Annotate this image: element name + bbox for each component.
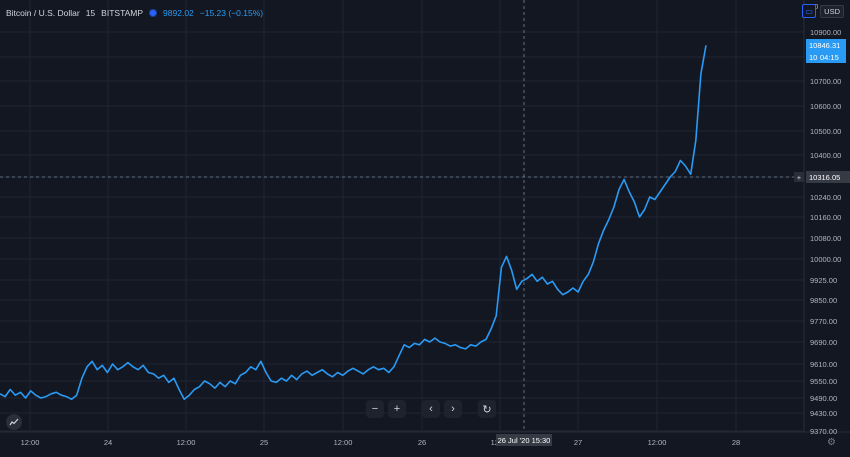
x-tick-label: 12:00 bbox=[21, 438, 40, 447]
status-dot-icon bbox=[149, 9, 158, 17]
symbol-title[interactable]: Bitcoin / U.S. Dollar bbox=[6, 8, 80, 18]
price-axis-controls: ▭ USD bbox=[802, 4, 844, 18]
y-tick-label: 10500.00 bbox=[810, 127, 841, 136]
exchange-label: BITSTAMP bbox=[101, 8, 144, 18]
x-tick-label: 12:00 bbox=[177, 438, 196, 447]
scroll-right-button[interactable]: › bbox=[444, 400, 462, 418]
y-tick-label: 10600.00 bbox=[810, 102, 841, 111]
last-price-value: 10846.31 bbox=[809, 41, 840, 50]
zoom-out-button[interactable]: − bbox=[366, 400, 384, 418]
crosshair-time-badge bbox=[496, 434, 552, 446]
crosshair-price-badge bbox=[806, 171, 850, 183]
crosshair-time-label: 26 Jul '20 15:30 bbox=[498, 436, 551, 445]
interval-label[interactable]: 15 bbox=[85, 8, 96, 18]
currency-button[interactable]: USD bbox=[820, 4, 844, 18]
navigation-toolbar: − + ‹ › ↻ bbox=[366, 400, 496, 418]
x-tick-label: 27 bbox=[574, 438, 582, 447]
y-tick-label: 9925.00 bbox=[810, 276, 837, 285]
y-tick-label: 10000.00 bbox=[810, 255, 841, 264]
y-tick-label: 10400.00 bbox=[810, 151, 841, 160]
x-tick-label: 24 bbox=[104, 438, 112, 447]
zoom-in-button[interactable]: + bbox=[388, 400, 406, 418]
price-line bbox=[0, 45, 707, 401]
crosshair-price-label: 10316.05 bbox=[809, 173, 840, 182]
y-tick-label: 10240.00 bbox=[810, 193, 841, 202]
x-tick-label: 12:00 bbox=[334, 438, 353, 447]
y-tick-label: 9490.00 bbox=[810, 394, 837, 403]
tradingview-logo-icon[interactable] bbox=[6, 414, 22, 430]
alert-icon[interactable]: ▭ bbox=[802, 4, 817, 18]
price-change: −15.23 (−0.15%) bbox=[199, 8, 264, 18]
settings-gear-icon[interactable]: ⚙ bbox=[827, 437, 836, 448]
y-tick-label: 9610.00 bbox=[810, 360, 837, 369]
y-tick-label: 9690.00 bbox=[810, 338, 837, 347]
x-tick-label: 12:00 bbox=[648, 438, 667, 447]
y-tick-label: 9370.00 bbox=[810, 427, 837, 436]
last-price-badge bbox=[806, 39, 846, 63]
last-price: 9892.02 bbox=[163, 8, 194, 18]
y-tick-label: 10900.00 bbox=[810, 28, 841, 37]
bar-countdown: 04:15 bbox=[820, 53, 839, 62]
y-tick-label: 9770.00 bbox=[810, 317, 837, 326]
y-tick-label: 10080.00 bbox=[810, 234, 841, 243]
x-tick-label: 28 bbox=[732, 438, 740, 447]
y-tick-label: 10700.00 bbox=[810, 77, 841, 86]
y-tick-label: 9430.00 bbox=[810, 409, 837, 418]
y-tick-label: 9550.00 bbox=[810, 377, 837, 386]
reset-chart-button[interactable]: ↻ bbox=[478, 400, 496, 418]
x-tick-label: 26 bbox=[418, 438, 426, 447]
y-tick-label: 10160.00 bbox=[810, 213, 841, 222]
add-alert-plus-icon[interactable] bbox=[794, 172, 804, 182]
chart-header: Bitcoin / U.S. Dollar 15 BITSTAMP 9892.0… bbox=[6, 6, 263, 20]
x-tick-label: 25 bbox=[260, 438, 268, 447]
scroll-left-button[interactable]: ‹ bbox=[422, 400, 440, 418]
plus-glyph[interactable]: + bbox=[797, 173, 802, 182]
last-price-prefix: 10 bbox=[809, 53, 817, 62]
y-tick-label: 9850.00 bbox=[810, 296, 837, 305]
